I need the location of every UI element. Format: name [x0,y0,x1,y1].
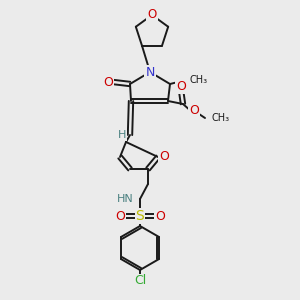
Text: Cl: Cl [134,274,146,287]
Text: N: N [145,65,155,79]
Text: O: O [159,151,169,164]
Text: O: O [147,8,157,22]
Text: HN: HN [117,194,134,204]
Text: S: S [136,209,144,223]
Text: O: O [115,209,125,223]
Text: O: O [189,104,199,118]
Text: O: O [103,76,113,88]
Text: H: H [118,130,126,140]
Text: CH₃: CH₃ [212,113,230,123]
Text: CH₃: CH₃ [190,75,208,85]
Text: O: O [176,80,186,92]
Text: O: O [155,209,165,223]
